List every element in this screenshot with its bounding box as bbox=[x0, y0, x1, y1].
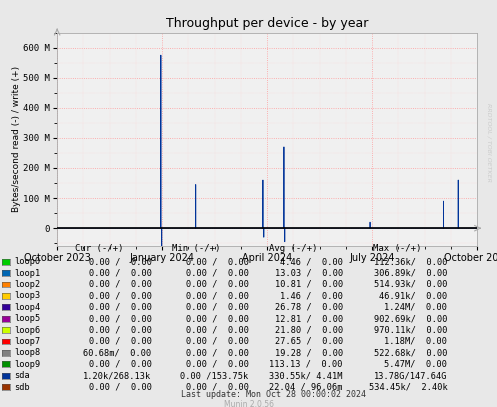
Text: Max (-/+): Max (-/+) bbox=[373, 244, 422, 253]
Text: sda: sda bbox=[14, 371, 30, 380]
Text: 902.69k/  0.00: 902.69k/ 0.00 bbox=[374, 314, 447, 323]
Text: 46.91k/  0.00: 46.91k/ 0.00 bbox=[379, 291, 447, 300]
Text: 0.00 /  0.00: 0.00 / 0.00 bbox=[88, 326, 152, 335]
Text: 330.55k/ 4.41M: 330.55k/ 4.41M bbox=[269, 371, 343, 380]
Text: 26.78 /  0.00: 26.78 / 0.00 bbox=[275, 303, 343, 312]
Text: 0.00 /  0.00: 0.00 / 0.00 bbox=[185, 360, 248, 369]
Text: loop3: loop3 bbox=[14, 291, 40, 300]
Text: loop7: loop7 bbox=[14, 337, 40, 346]
Text: 27.65 /  0.00: 27.65 / 0.00 bbox=[275, 337, 343, 346]
Text: Avg (-/+): Avg (-/+) bbox=[269, 244, 318, 253]
Text: Min (-/+): Min (-/+) bbox=[172, 244, 221, 253]
Text: 0.00 /  0.00: 0.00 / 0.00 bbox=[185, 348, 248, 357]
Text: loop9: loop9 bbox=[14, 360, 40, 369]
Text: 0.00 /  0.00: 0.00 / 0.00 bbox=[88, 303, 152, 312]
Title: Throughput per device - by year: Throughput per device - by year bbox=[166, 17, 368, 30]
Text: 0.00 /  0.00: 0.00 / 0.00 bbox=[185, 326, 248, 335]
Text: 13.03 /  0.00: 13.03 / 0.00 bbox=[275, 269, 343, 278]
Text: 1.18M/  0.00: 1.18M/ 0.00 bbox=[384, 337, 447, 346]
Text: 0.00 /  0.00: 0.00 / 0.00 bbox=[185, 303, 248, 312]
Text: 0.00 /  0.00: 0.00 / 0.00 bbox=[185, 291, 248, 300]
Text: RRDTOOL / TOBI OETKER: RRDTOOL / TOBI OETKER bbox=[486, 103, 491, 182]
Text: 0.00 /153.75k: 0.00 /153.75k bbox=[180, 371, 248, 380]
Text: 970.11k/  0.00: 970.11k/ 0.00 bbox=[374, 326, 447, 335]
Text: loop2: loop2 bbox=[14, 280, 40, 289]
Text: 522.68k/  0.00: 522.68k/ 0.00 bbox=[374, 348, 447, 357]
Text: 5.47M/  0.00: 5.47M/ 0.00 bbox=[384, 360, 447, 369]
Text: 0.00 /  0.00: 0.00 / 0.00 bbox=[88, 257, 152, 266]
Text: 0.00 /  0.00: 0.00 / 0.00 bbox=[88, 314, 152, 323]
Text: Last update: Mon Oct 28 00:00:02 2024: Last update: Mon Oct 28 00:00:02 2024 bbox=[181, 390, 366, 399]
Text: 0.00 /  0.00: 0.00 / 0.00 bbox=[88, 337, 152, 346]
Text: 22.04 / 96.06m: 22.04 / 96.06m bbox=[269, 383, 343, 392]
Text: loop1: loop1 bbox=[14, 269, 40, 278]
Text: 0.00 /  0.00: 0.00 / 0.00 bbox=[88, 291, 152, 300]
Text: 0.00 /  0.00: 0.00 / 0.00 bbox=[88, 269, 152, 278]
Text: 113.13 /  0.00: 113.13 / 0.00 bbox=[269, 360, 343, 369]
Text: 60.68m/  0.00: 60.68m/ 0.00 bbox=[83, 348, 152, 357]
Text: 0.00 /  0.00: 0.00 / 0.00 bbox=[185, 337, 248, 346]
Text: 534.45k/  2.40k: 534.45k/ 2.40k bbox=[369, 383, 447, 392]
Text: loop4: loop4 bbox=[14, 303, 40, 312]
Text: 1.20k/268.13k: 1.20k/268.13k bbox=[83, 371, 152, 380]
Text: 1.24M/  0.00: 1.24M/ 0.00 bbox=[384, 303, 447, 312]
Text: 112.36k/  0.00: 112.36k/ 0.00 bbox=[374, 257, 447, 266]
Text: 0.00 /  0.00: 0.00 / 0.00 bbox=[185, 257, 248, 266]
Text: 0.00 /  0.00: 0.00 / 0.00 bbox=[88, 280, 152, 289]
Text: 514.93k/  0.00: 514.93k/ 0.00 bbox=[374, 280, 447, 289]
Text: sdb: sdb bbox=[14, 383, 30, 392]
Text: loop6: loop6 bbox=[14, 326, 40, 335]
Text: 0.00 /  0.00: 0.00 / 0.00 bbox=[185, 280, 248, 289]
Text: 0.00 /  0.00: 0.00 / 0.00 bbox=[185, 314, 248, 323]
Text: 19.28 /  0.00: 19.28 / 0.00 bbox=[275, 348, 343, 357]
Text: 12.81 /  0.00: 12.81 / 0.00 bbox=[275, 314, 343, 323]
Text: loop0: loop0 bbox=[14, 257, 40, 266]
Text: 13.78G/147.64G: 13.78G/147.64G bbox=[374, 371, 447, 380]
Text: 10.81 /  0.00: 10.81 / 0.00 bbox=[275, 280, 343, 289]
Text: 306.89k/  0.00: 306.89k/ 0.00 bbox=[374, 269, 447, 278]
Text: loop5: loop5 bbox=[14, 314, 40, 323]
Text: 1.46 /  0.00: 1.46 / 0.00 bbox=[280, 291, 343, 300]
Text: 0.00 /  0.00: 0.00 / 0.00 bbox=[185, 269, 248, 278]
Text: 21.80 /  0.00: 21.80 / 0.00 bbox=[275, 326, 343, 335]
Text: Munin 2.0.56: Munin 2.0.56 bbox=[224, 400, 273, 407]
Y-axis label: Bytes/second read (-) / write (+): Bytes/second read (-) / write (+) bbox=[11, 66, 20, 212]
Text: Cur (-/+): Cur (-/+) bbox=[75, 244, 124, 253]
Text: 0.00 /  0.00: 0.00 / 0.00 bbox=[88, 360, 152, 369]
Text: 0.00 /  0.00: 0.00 / 0.00 bbox=[88, 383, 152, 392]
Text: 0.00 /  0.00: 0.00 / 0.00 bbox=[185, 383, 248, 392]
Text: 4.46 /  0.00: 4.46 / 0.00 bbox=[280, 257, 343, 266]
Text: loop8: loop8 bbox=[14, 348, 40, 357]
